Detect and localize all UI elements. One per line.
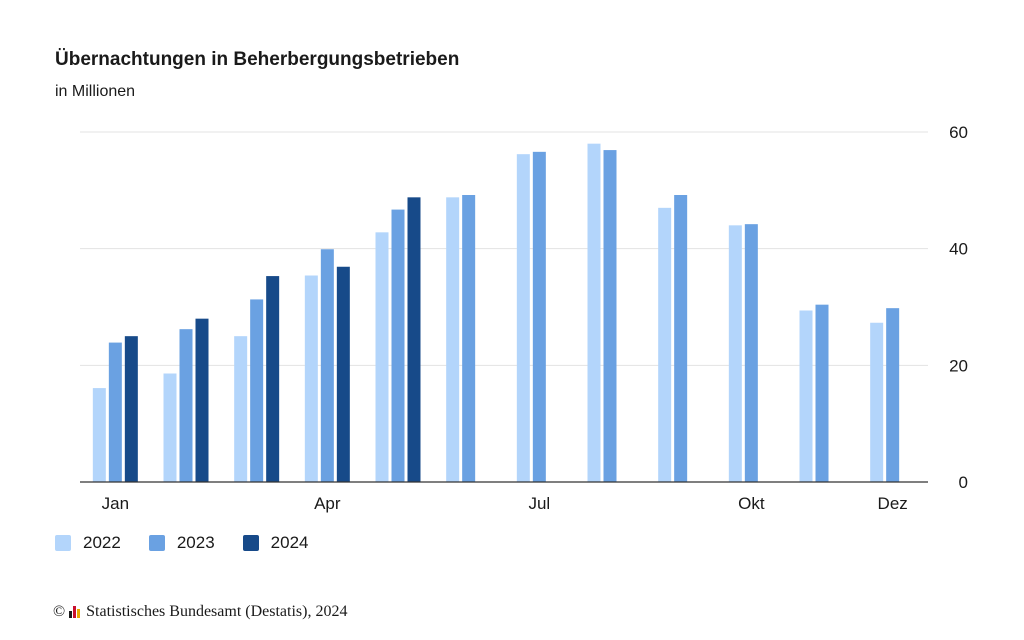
- legend-swatch-2022: [55, 535, 71, 551]
- copyright-symbol: ©: [53, 603, 66, 620]
- bar-2022-Feb: [163, 373, 177, 482]
- x-tick-label-Jul: Jul: [528, 494, 550, 513]
- y-tick-label-0: 0: [959, 473, 968, 492]
- bar-2023-Jun: [462, 195, 476, 482]
- legend-item-2024[interactable]: 2024: [242, 533, 309, 553]
- legend-swatch-2023: [148, 535, 165, 551]
- chart-title: Übernachtungen in Beherbergungsbetrieben: [55, 49, 460, 70]
- bar-2023-Aug: [603, 150, 617, 483]
- bar-2023-Dez: [886, 308, 900, 482]
- bar-2022-Jun: [446, 197, 460, 483]
- bar-2024-Feb: [195, 318, 209, 482]
- legend-swatch-2024: [242, 535, 259, 551]
- bar-2023-Jul: [532, 151, 546, 483]
- chart-subtitle: in Millionen: [55, 83, 136, 100]
- bar-2024-Jan: [124, 336, 138, 482]
- legend-item-2023[interactable]: 2023: [148, 533, 215, 553]
- source-text: Statistisches Bundesamt (Destatis), 2024: [86, 603, 348, 620]
- bar-2023-Sep: [674, 195, 688, 482]
- bar-2023-Mär: [250, 299, 264, 482]
- legend: 2022 2023 2024: [55, 533, 336, 553]
- bar-2023-Feb: [179, 329, 193, 482]
- y-tick-label-40: 40: [949, 240, 968, 259]
- destatis-logo-icon: [69, 606, 81, 618]
- source-credit: © Statistisches Bundesamt (Destatis), 20…: [53, 603, 347, 621]
- bar-2022-Mai: [375, 232, 389, 482]
- bar-2022-Mär: [234, 336, 248, 482]
- x-tick-label-Jan: Jan: [102, 494, 129, 513]
- bar-2022-Jul: [516, 154, 530, 482]
- x-tick-label-Dez: Dez: [878, 494, 908, 513]
- bar-2024-Mai: [407, 197, 421, 483]
- bar-2022-Sep: [658, 207, 672, 483]
- bar-2023-Nov: [815, 304, 829, 482]
- bar-2022-Dez: [870, 322, 884, 482]
- bar-2022-Jan: [92, 388, 106, 482]
- bar-2024-Apr: [336, 266, 350, 482]
- x-tick-label-Okt: Okt: [738, 494, 765, 513]
- bar-2022-Nov: [799, 310, 813, 482]
- y-tick-label-60: 60: [949, 123, 968, 142]
- bar-2022-Okt: [728, 225, 742, 483]
- legend-label-2024: 2024: [270, 533, 309, 552]
- bar-2023-Mai: [391, 209, 405, 483]
- legend-item-2022[interactable]: 2022: [55, 533, 121, 553]
- legend-label-2023: 2023: [176, 533, 215, 552]
- bar-2023-Okt: [744, 224, 758, 482]
- bar-2023-Jan: [108, 342, 122, 482]
- legend-label-2022: 2022: [83, 533, 121, 552]
- bar-2022-Aug: [587, 143, 601, 482]
- x-tick-label-Apr: Apr: [314, 494, 341, 513]
- bar-2023-Apr: [320, 249, 334, 482]
- bar-2022-Apr: [304, 275, 318, 482]
- y-tick-label-20: 20: [949, 356, 968, 375]
- bar-2024-Mär: [266, 276, 280, 482]
